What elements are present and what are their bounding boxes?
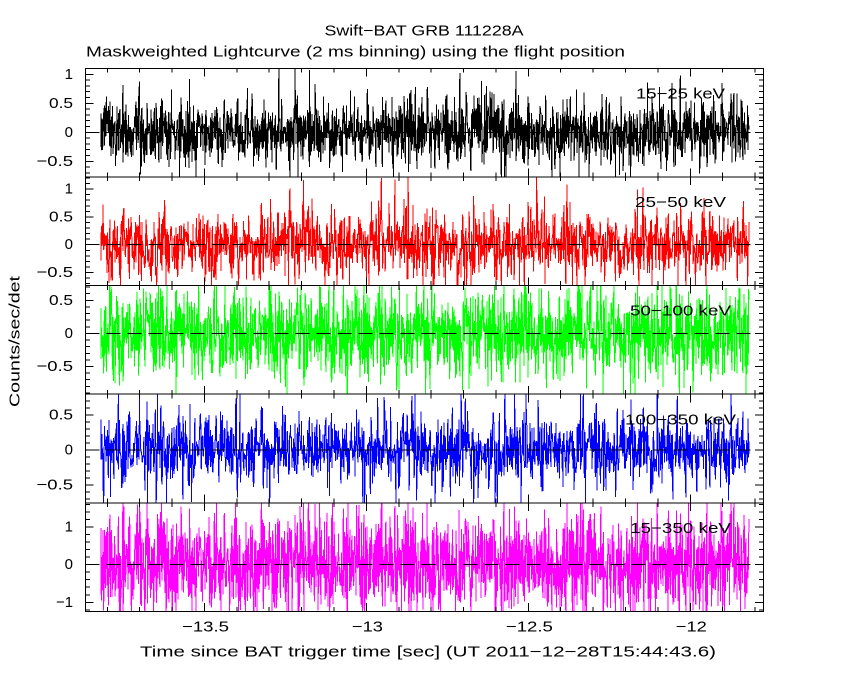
svg-text:0: 0	[65, 236, 73, 253]
svg-text:Swift−BAT GRB 111228A: Swift−BAT GRB 111228A	[325, 23, 524, 40]
svg-text:0: 0	[65, 556, 73, 573]
svg-text:0.5: 0.5	[49, 95, 73, 112]
svg-text:15−350 keV: 15−350 keV	[630, 520, 731, 537]
svg-text:0.5: 0.5	[49, 208, 73, 225]
svg-text:−13: −13	[352, 619, 383, 636]
svg-text:Time since BAT trigger time [s: Time since BAT trigger time [sec] (UT 20…	[140, 644, 716, 661]
svg-text:−0.5: −0.5	[37, 477, 74, 494]
svg-text:25−50 keV: 25−50 keV	[635, 194, 726, 211]
svg-text:Maskweighted Lightcurve (2 ms: Maskweighted Lightcurve (2 ms binning) u…	[86, 44, 625, 61]
svg-text:15−25 keV: 15−25 keV	[636, 86, 725, 103]
svg-text:−12.5: −12.5	[506, 619, 553, 636]
svg-text:0.5: 0.5	[49, 407, 73, 424]
svg-text:0: 0	[65, 325, 73, 342]
svg-text:−0.5: −0.5	[37, 264, 74, 281]
svg-text:1: 1	[65, 518, 73, 535]
svg-text:100−350 keV: 100−350 keV	[625, 411, 736, 428]
svg-text:0: 0	[65, 442, 73, 459]
svg-text:50−100 keV: 50−100 keV	[630, 303, 731, 320]
svg-text:−12: −12	[676, 619, 707, 636]
svg-text:1: 1	[65, 66, 73, 83]
svg-text:−0.5: −0.5	[37, 153, 74, 170]
svg-text:0: 0	[65, 124, 73, 141]
svg-text:1: 1	[65, 181, 73, 198]
svg-text:−1: −1	[56, 594, 73, 611]
svg-text:−0.5: −0.5	[37, 358, 74, 375]
svg-text:−13.5: −13.5	[182, 619, 229, 636]
svg-text:0.5: 0.5	[49, 292, 73, 309]
svg-text:Counts/sec/det: Counts/sec/det	[7, 275, 24, 407]
